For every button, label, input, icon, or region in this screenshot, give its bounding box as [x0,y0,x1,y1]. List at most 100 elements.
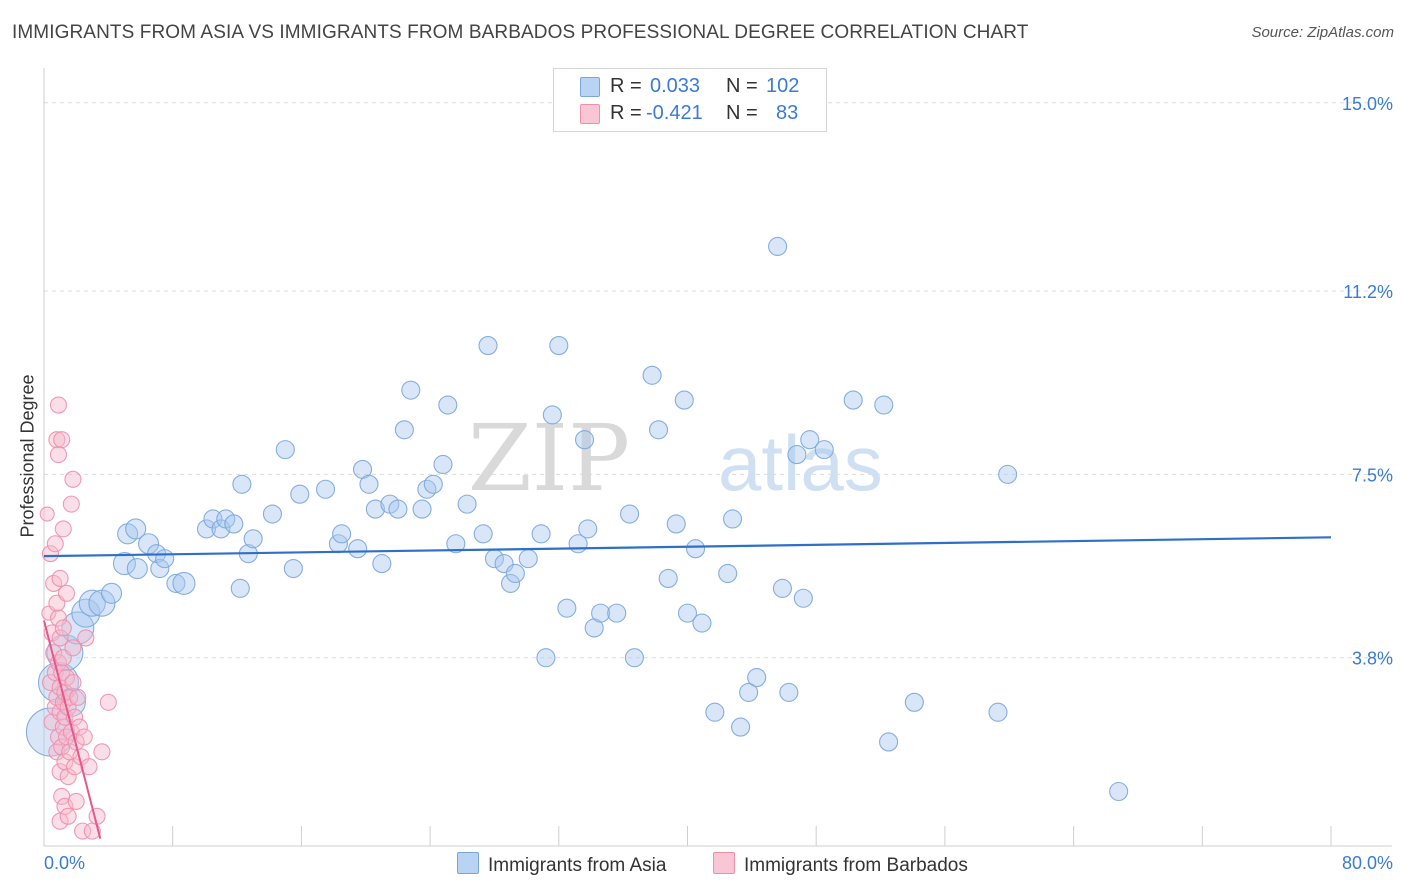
bottom-legend-swatch-asia [457,852,479,874]
barbados-point [53,431,71,449]
asia-point [574,430,595,450]
y-axis-label: Professional Degree [17,374,38,538]
asia-point [166,573,186,593]
asia-point [61,611,95,645]
barbados-point [99,693,117,711]
asia-point [433,454,453,475]
asia-point [1109,781,1129,802]
asia-point [112,552,136,576]
asia-point [874,395,894,415]
bottom-legend-swatch-barbados [713,852,735,874]
barbados-point [59,768,77,786]
barbados-point [51,569,69,587]
asia-point [666,514,686,534]
asia-point [768,236,788,257]
legend-r-label: R = [610,102,642,124]
watermark: ZIP atlas [468,405,883,512]
asia-point [150,558,170,579]
asia-point [262,504,282,524]
asia-point [591,603,611,623]
asia-point [473,524,493,544]
asia-point [365,499,385,519]
bottom-legend-asia: Immigrants from Asia [457,852,666,877]
tick-labels: 3.8% 7.5% 11.2% 15.0% 0.0% 80.0% [44,94,1393,873]
asia-point [388,499,408,519]
asia-point [531,524,551,544]
asia-point [125,518,147,540]
asia-point [578,519,598,539]
asia-point [843,390,863,410]
series-asia-points [25,236,1129,802]
asia-point [438,395,458,415]
chart-title: IMMIGRANTS FROM ASIA VS IMMIGRANTS FROM … [12,22,1029,43]
trend-line-asia [43,536,1332,558]
barbados-point [69,688,87,706]
asia-point [315,479,336,499]
asia-point [648,420,669,440]
legend-swatch-asia [580,77,600,97]
asia-point [747,667,767,688]
asia-point [211,519,231,539]
asia-point [332,524,352,544]
asia-point [78,589,106,617]
legend-n-label: N = [726,102,758,124]
asia-point [677,603,698,623]
barbados-point [41,673,59,692]
barbados-point [62,495,80,513]
asia-point [685,539,706,559]
asia-point [787,445,807,465]
bottom-legend-barbados: Immigrants from Barbados [713,852,968,877]
asia-point [417,479,437,499]
barbados-point [54,520,72,538]
asia-point [283,558,303,579]
barbados-point [77,629,95,647]
asia-point [478,336,498,356]
asia-point [359,474,379,494]
asia-point [457,494,477,514]
bottom-legend-label-asia: Immigrants from Asia [488,855,667,876]
barbados-point [48,431,66,449]
legend-swatch-barbados [580,104,600,124]
asia-point [243,529,263,549]
asia-point [998,464,1018,484]
asia-point [722,509,743,529]
asia-point [505,563,525,584]
asia-point [196,519,217,539]
x-tick-label-max: 80.0% [1342,853,1393,873]
asia-point [290,484,310,504]
barbados-point [88,807,106,825]
asia-point [879,732,899,752]
asia-point [126,557,148,580]
bottom-legend-label-barbados: Immigrants from Barbados [744,855,968,876]
asia-point [500,573,521,593]
y-tick-label: 7.5% [1352,465,1393,485]
asia-point [658,568,678,588]
barbados-point [39,506,55,522]
asia-point [557,598,577,618]
barbados-point [64,673,82,692]
barbados-point [75,728,93,746]
asia-point [779,682,799,702]
asia-point [718,563,738,584]
asia-point [814,440,834,460]
asia-point [232,474,252,494]
asia-point [394,420,414,440]
barbados-point [54,619,72,637]
asia-point [446,534,466,554]
asia-point [230,578,250,598]
barbados-point [49,446,68,464]
barbados-point [59,807,77,825]
asia-point [674,390,694,410]
source-label: Source: ZipAtlas.com [1251,24,1394,41]
y-tick-label: 15.0% [1342,94,1393,114]
trend-line-barbados [43,620,102,839]
barbados-point [67,792,85,810]
legend-n-asia: 102 [766,75,800,97]
barbados-point [46,535,64,553]
legend-r-label: R = [610,75,642,97]
barbados-point [41,545,59,563]
asia-point [423,474,443,494]
legend-r-barbados: -0.421 [646,102,703,124]
asia-point [739,682,759,702]
